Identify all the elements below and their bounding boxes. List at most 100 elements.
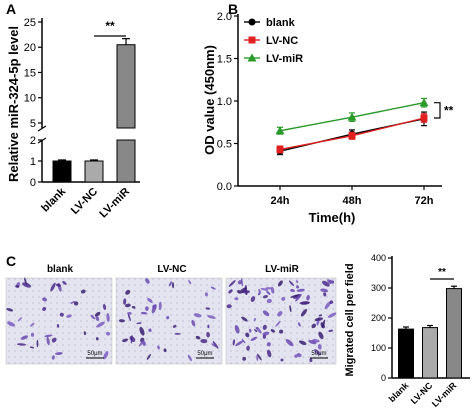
stained-cell [281, 296, 286, 301]
panel-b-ytick-label: 2.0 [217, 11, 232, 23]
stained-cell [279, 329, 284, 334]
point-lv-mir [275, 126, 285, 135]
panel-c-ytick-label: 300 [371, 283, 386, 293]
panel-b-ytick-label: 0.0 [217, 181, 232, 193]
stained-cell [309, 358, 313, 363]
panel-a-significance-label: ** [105, 19, 115, 33]
micrograph-blank: 50μm [5, 277, 113, 365]
stained-cell [148, 328, 152, 332]
legend-label-lv-nc: LV-NC [266, 35, 298, 47]
stained-cell [257, 291, 261, 296]
stained-cell [168, 281, 173, 287]
stained-cell [321, 280, 330, 287]
panel-b-significance-label: ** [444, 103, 454, 117]
stained-cell [306, 295, 310, 301]
stained-cell [151, 304, 157, 314]
stained-cell [248, 328, 252, 333]
stained-cell [298, 340, 307, 346]
stained-cell [250, 336, 258, 341]
stained-cell [296, 288, 305, 292]
panel-c-ytick-label: 100 [371, 343, 386, 353]
micrograph-label-blank: blank [47, 264, 74, 275]
stained-cell [195, 335, 201, 340]
panel-a-ytick-label: 5 [30, 118, 36, 130]
stained-cell [290, 288, 295, 293]
legend-marker-lv-mir [247, 53, 257, 62]
stained-cell [29, 346, 35, 349]
xtick-label-lv-mir: LV-miR [97, 186, 132, 221]
stained-cell [70, 301, 76, 304]
stained-cell [295, 280, 299, 284]
xtick-label-lv-mir: LV-miR [430, 380, 459, 409]
scale-bar-label: 50μm [311, 351, 326, 357]
panel-a-ytick-label: 10 [24, 93, 36, 105]
stained-cell [74, 301, 79, 306]
bar-lv-mir [446, 288, 462, 379]
stained-cell [204, 292, 208, 297]
panel-a-ytick-label: 2 [30, 135, 36, 147]
stained-cell [256, 354, 259, 361]
stained-cell [42, 307, 47, 311]
stained-cell [228, 279, 236, 287]
panel-c-ytick-label: 200 [371, 313, 386, 323]
stained-cell [145, 306, 149, 311]
stained-cell [139, 326, 145, 336]
panel-b-xlabel: Time(h) [309, 210, 356, 225]
stained-cell [123, 298, 127, 305]
panel-b-ytick-label: 0.5 [217, 139, 232, 151]
stained-cell [318, 314, 323, 317]
stained-cell [210, 286, 216, 290]
stained-cell [102, 304, 107, 310]
stained-cell [51, 337, 57, 343]
bar-lv-nc [84, 160, 104, 183]
stained-cell [55, 352, 63, 356]
stained-cell [206, 332, 210, 338]
stained-cell [234, 324, 240, 334]
scale-bar-label: 50μm [197, 351, 212, 357]
stained-cell [95, 337, 99, 341]
stained-cell [7, 321, 16, 327]
point-lv-mir [347, 112, 357, 121]
panel-b-xtick-label: 48h [343, 195, 362, 207]
panel-c-ytick-label: 400 [371, 253, 386, 263]
panel-a-ytick-label: 25 [24, 17, 36, 29]
stained-cell [308, 339, 317, 345]
panel-b-line-chart: OD value (450nm) Time(h) 0.0 0.5 1.0 1.5 2.0… [202, 11, 454, 225]
stained-cell [124, 303, 131, 308]
stained-cell [266, 298, 272, 304]
stained-cell [329, 300, 334, 304]
stained-cell [321, 319, 326, 329]
stained-cell [290, 294, 300, 298]
stained-cell [256, 327, 262, 334]
stained-cell [24, 277, 27, 285]
xtick-label-lv-nc: LV-NC [69, 186, 100, 217]
stained-cell [15, 285, 20, 288]
stained-cell [253, 318, 256, 322]
stained-cell [262, 331, 270, 336]
stained-cell [95, 316, 100, 321]
stained-cell [250, 296, 256, 302]
stained-cell [66, 314, 72, 318]
bar-lv-nc [422, 327, 438, 379]
stained-cell [318, 331, 324, 340]
stained-cell [172, 282, 175, 289]
stained-cell [260, 288, 269, 291]
stained-cell [226, 304, 232, 309]
point-lv-nc [348, 132, 356, 140]
panel-label-c: C [6, 253, 16, 269]
stained-cell [62, 280, 67, 285]
micrograph-background [115, 277, 223, 365]
stained-cell [172, 324, 177, 328]
panel-a-ylabel: Relative miR-324-5p level [6, 26, 21, 182]
panel-b-xtick-label: 72h [415, 195, 434, 207]
stained-cell [146, 353, 151, 360]
stained-cell [277, 280, 283, 287]
panel-b-ytick-label: 1.5 [217, 54, 232, 66]
stained-cell [52, 355, 55, 360]
panel-b-xtick-label: 24h [271, 195, 290, 207]
stained-cell [96, 321, 105, 328]
stained-cell [80, 289, 86, 294]
stained-cell [270, 286, 275, 294]
stained-cell [56, 323, 60, 328]
stained-cell [262, 324, 267, 331]
